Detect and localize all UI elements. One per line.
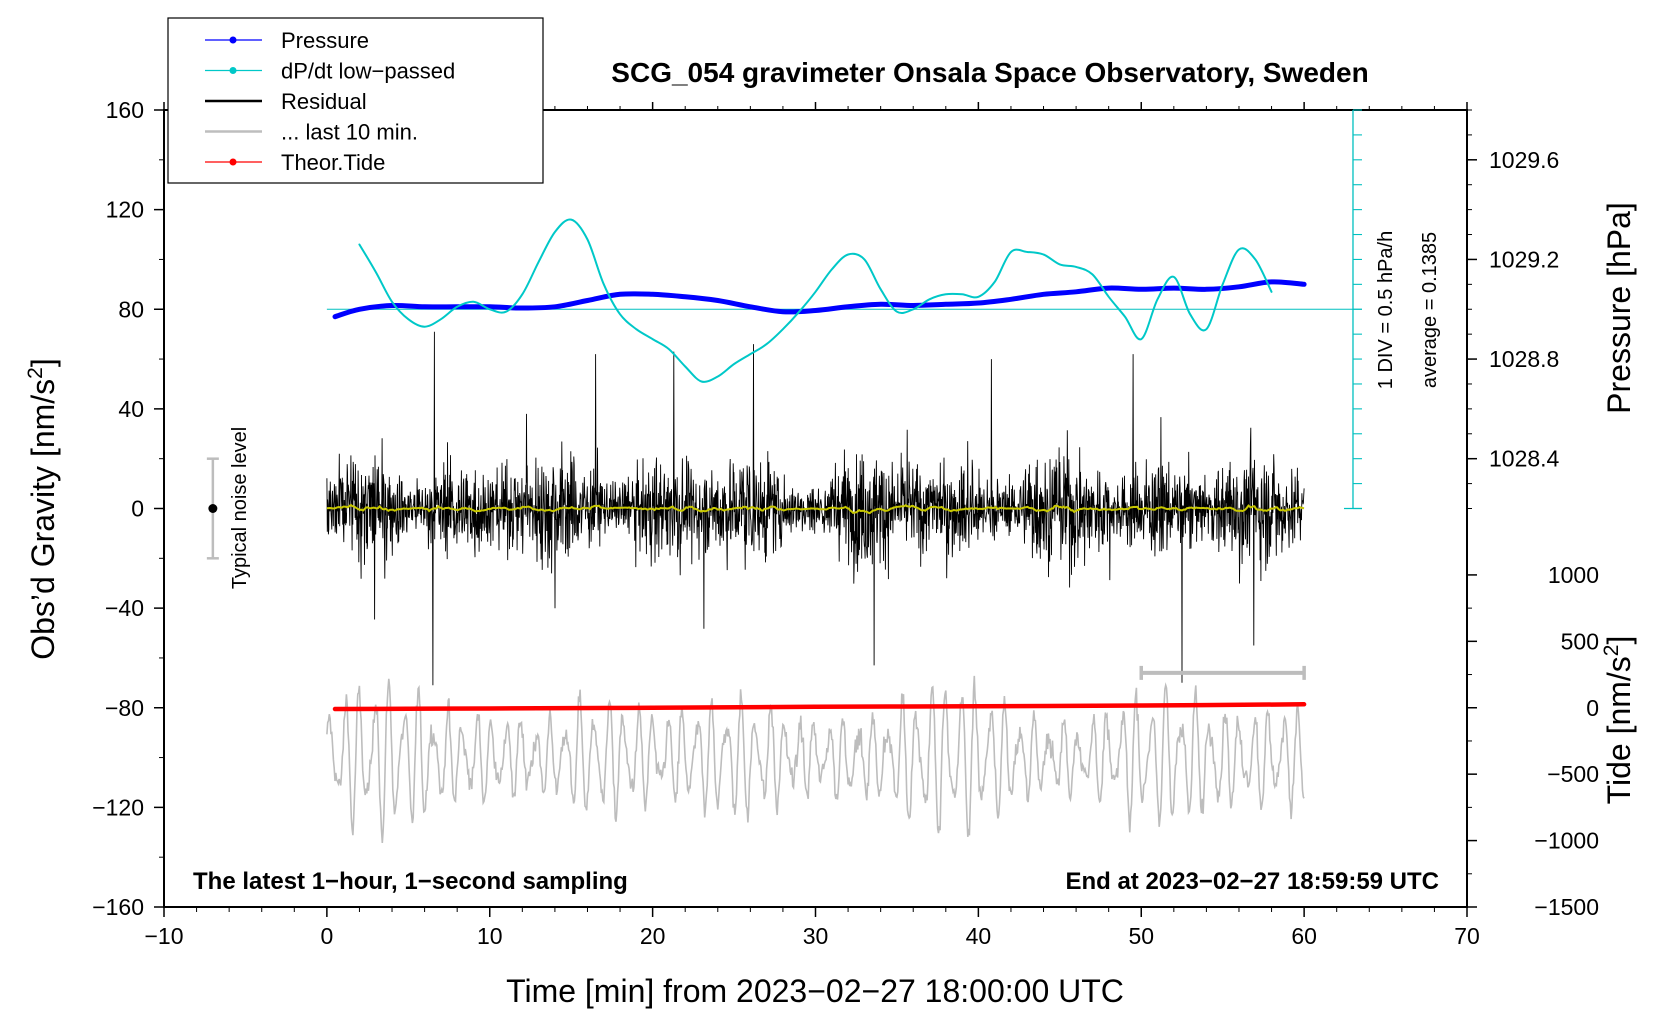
y-tick-label: −80 (105, 695, 144, 721)
footer-right: End at 2023−02−27 18:59:59 UTC (1065, 868, 1439, 895)
legend-label: Residual (281, 89, 367, 114)
x-axis-label: Time [min] from 2023−02−27 18:00:00 UTC (506, 973, 1124, 1009)
y-tick-label: 120 (106, 197, 144, 223)
legend-marker (229, 36, 237, 44)
pressure-tick-label: 1029.6 (1489, 147, 1559, 173)
y-axis-label-left: Obs’d Gravity [nm/s2] (24, 358, 61, 660)
x-tick-label: −10 (144, 923, 183, 949)
y-tick-label: −120 (92, 794, 144, 820)
tide-tick-label: 1000 (1548, 562, 1599, 588)
y-tick-label: 160 (106, 97, 144, 123)
x-tick-label: 0 (320, 923, 333, 949)
x-tick-label: 30 (803, 923, 829, 949)
y-tick-label: 40 (118, 396, 144, 422)
tick-labels: −10 0 10 20 30 40 50 60 70 160 120 80 40 0 −40 −80 −120 −… (92, 97, 1599, 949)
pressure-tick-label: 1028.8 (1489, 346, 1559, 372)
legend-label: ... last 10 min. (281, 120, 418, 145)
last10-trace (326, 675, 1305, 843)
tide-tick-label: 500 (1561, 628, 1599, 654)
tide-tick-label: −1500 (1534, 894, 1599, 920)
noise-bar-center (208, 504, 218, 513)
legend-label: Pressure (281, 28, 369, 53)
pressure-tick-label: 1028.4 (1489, 446, 1560, 472)
legend-items: Pressure dP/dt low−passed Residual ... last… (205, 28, 455, 175)
pressure-average-label: average = 0.1385 (1419, 232, 1441, 388)
y-tick-label: −40 (105, 595, 144, 621)
legend: Pressure dP/dt low−passed Residual ... last… (167, 17, 544, 184)
pressure-tick-label: 1029.2 (1489, 246, 1559, 272)
series-lines (332, 218, 1307, 712)
legend-label: dP/dt low−passed (281, 59, 455, 84)
last10-line (326, 675, 1305, 843)
residual-line (326, 331, 1305, 686)
residual-trace (326, 331, 1305, 686)
tide-line (332, 702, 1307, 712)
x-tick-label: 40 (966, 923, 992, 949)
x-tick-label: 70 (1454, 923, 1480, 949)
x-tick-label: 50 (1128, 923, 1154, 949)
y-tick-label: −160 (92, 894, 144, 920)
y-axis-label-pressure: Pressure [hPa] (1601, 202, 1637, 414)
pressure-line (332, 279, 1307, 320)
tide-tick-label: −500 (1547, 761, 1599, 787)
y-axis-label-tide: Tide [nm/s2] (1600, 636, 1637, 805)
y-tick-label: 80 (118, 296, 144, 322)
legend-marker (229, 158, 237, 166)
dpdt-line (358, 218, 1273, 383)
residual-lowpass-line (326, 503, 1305, 515)
annotation-markers (206, 457, 1306, 680)
legend-marker (229, 67, 237, 74)
noise-level-label: Typical noise level (229, 427, 251, 589)
legend-label: Theor.Tide (281, 150, 385, 175)
x-tick-label: 20 (640, 923, 666, 949)
tide-tick-label: 0 (1586, 695, 1599, 721)
x-tick-label: 60 (1291, 923, 1317, 949)
residual-lowpass-trace (326, 503, 1305, 515)
tide-tick-label: −1000 (1534, 828, 1599, 854)
pressure-div-label: 1 DIV = 0.5 hPa/h (1375, 231, 1397, 389)
y-tick-label: 0 (131, 496, 144, 522)
chart-title: SCG_054 gravimeter Onsala Space Observat… (611, 57, 1368, 88)
footer-left: The latest 1−hour, 1−second sampling (193, 868, 628, 895)
x-tick-label: 10 (477, 923, 503, 949)
